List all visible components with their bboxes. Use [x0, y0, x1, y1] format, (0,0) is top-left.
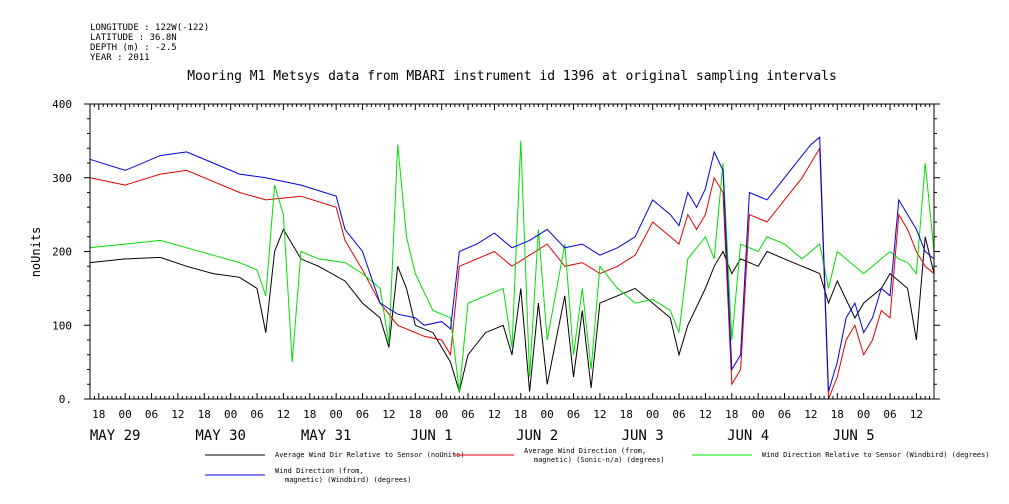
meta-year: YEAR : 2011 [90, 53, 150, 63]
x-hour-label: 18 [725, 408, 738, 421]
x-hour-label: 18 [409, 408, 422, 421]
x-hour-label: 12 [488, 408, 501, 421]
series-line-2 [89, 146, 935, 400]
x-day-label: JUN 5 [833, 428, 875, 444]
x-hour-label: 12 [382, 408, 395, 421]
legend: Average Wind Dir Relative to Sensor (noU… [205, 447, 990, 484]
legend-label-2: Average Wind Direction (from, [524, 447, 646, 455]
x-hour-label: 12 [804, 408, 817, 421]
series-line-4 [89, 136, 935, 392]
axes: 0. 100 200 300 400 18 00 06 12 18 00 06 12 18 00 06 12 18… [52, 98, 940, 444]
legend-label-4: Wind Direction (from, [275, 467, 364, 475]
x-hour-label: 00 [119, 408, 132, 421]
x-day-label: JUN 3 [622, 428, 664, 444]
series-line-1 [89, 228, 935, 394]
x-hour-label: 12 [171, 408, 184, 421]
x-hour-label: 06 [883, 408, 896, 421]
legend-label-3: Wind Direction Relative to Sensor (Windb… [762, 451, 990, 459]
x-hour-label: 00 [646, 408, 659, 421]
x-hour-label: 00 [541, 408, 554, 421]
chart-title: Mooring M1 Metsys data from MBARI instru… [187, 69, 837, 84]
legend-label-4-cont: magnetic) (Windbird) (degrees) [285, 476, 411, 484]
legend-label-1: Average Wind Dir Relative to Sensor (noU… [275, 451, 465, 459]
x-day-label: JUN 4 [727, 428, 769, 444]
x-day-label: JUN 1 [411, 428, 453, 444]
y-tick-label: 0. [59, 393, 72, 406]
x-hour-label: 06 [778, 408, 791, 421]
x-hour-label: 00 [435, 408, 448, 421]
x-hour-label: 18 [198, 408, 211, 421]
x-hour-label: 18 [831, 408, 844, 421]
x-hour-label: 12 [593, 408, 606, 421]
y-tick-label: 100 [52, 319, 72, 332]
x-hour-label: 06 [461, 408, 474, 421]
x-hour-label: 00 [752, 408, 765, 421]
x-hour-label: 06 [250, 408, 263, 421]
y-tick-label: 300 [52, 172, 72, 185]
x-hour-label: 12 [277, 408, 290, 421]
meta-longitude: LONGITUDE : 122W(-122) [90, 23, 209, 33]
x-hour-label: 12 [910, 408, 923, 421]
x-day-label: JUN 2 [516, 428, 558, 444]
x-day-label: MAY 31 [301, 428, 352, 444]
x-hour-label: 06 [356, 408, 369, 421]
x-hour-label: 00 [857, 408, 870, 421]
y-tick-label: 400 [52, 98, 72, 111]
plot-area [89, 136, 935, 400]
x-hour-label: 18 [514, 408, 527, 421]
x-hour-label: 06 [672, 408, 685, 421]
x-hour-label: 12 [699, 408, 712, 421]
x-hour-label: 06 [567, 408, 580, 421]
meta-latitude: LATITUDE : 36.8N [90, 33, 177, 43]
x-hour-label: 18 [620, 408, 633, 421]
y-tick-label: 200 [52, 246, 72, 259]
x-hour-label: 06 [145, 408, 158, 421]
legend-label-2-cont: magnetic) (Sonic-n/a) (degrees) [534, 456, 665, 464]
x-day-label: MAY 29 [90, 428, 141, 444]
y-axis-label: noUnits [29, 227, 43, 278]
x-day-label: MAY 30 [195, 428, 246, 444]
x-hour-label: 00 [224, 408, 237, 421]
x-hour-label: 18 [92, 408, 105, 421]
x-hour-label: 18 [303, 408, 316, 421]
meta-depth: DEPTH (m) : -2.5 [90, 43, 177, 53]
x-hour-label: 00 [330, 408, 343, 421]
